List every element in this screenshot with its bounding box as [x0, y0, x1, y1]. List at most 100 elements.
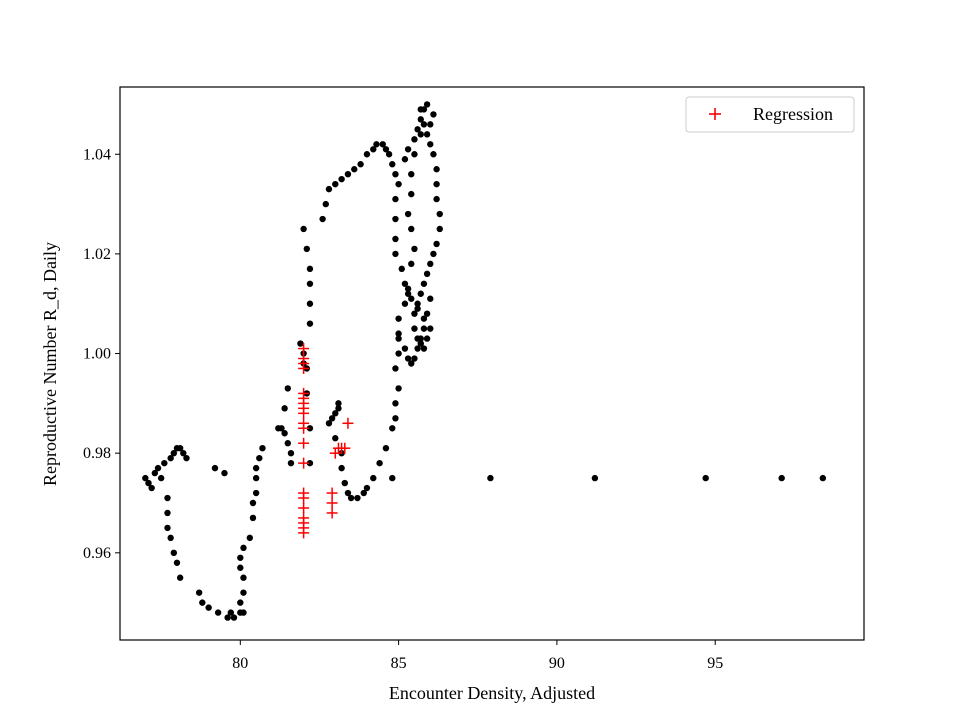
data-point: [411, 245, 418, 253]
data-point: [328, 415, 336, 422]
data-point: [161, 459, 168, 467]
data-point: [173, 559, 181, 566]
data-point: [392, 415, 399, 422]
data-point: [252, 464, 260, 472]
data-point: [151, 469, 159, 477]
data-point: [427, 325, 434, 332]
data-point: [176, 574, 184, 581]
y-axis: 0.96 0.98 1.00 1.02 1.04: [83, 146, 120, 562]
data-point: [332, 180, 339, 188]
data-point: [306, 425, 314, 432]
data-point: [404, 290, 412, 297]
data-point: [430, 151, 437, 158]
y-tick-label: 1.02: [83, 246, 111, 263]
data-point: [322, 200, 329, 208]
data-point: [167, 454, 174, 462]
y-tick-label: 1.00: [83, 346, 111, 363]
data-point: [702, 474, 709, 482]
data-point: [199, 599, 206, 606]
data-point: [408, 360, 415, 367]
data-point: [376, 459, 383, 467]
data-point: [252, 474, 260, 482]
data-point: [404, 355, 412, 362]
data-point: [404, 210, 412, 218]
data-point: [408, 260, 415, 268]
data-point: [148, 484, 155, 492]
x-tick-label: 80: [232, 655, 248, 672]
data-point: [214, 609, 222, 616]
data-point: [420, 345, 428, 352]
data-point: [408, 295, 415, 302]
data-point: [411, 310, 418, 317]
data-point: [420, 325, 428, 332]
data-point: [259, 444, 266, 452]
data-point: [306, 280, 314, 287]
data-point: [395, 385, 402, 392]
regression-point: [326, 507, 338, 519]
data-point: [306, 265, 314, 273]
regression-point: [339, 442, 351, 454]
data-point: [392, 400, 399, 407]
data-point: [338, 175, 345, 183]
data-point: [167, 534, 174, 542]
data-point: [401, 345, 409, 352]
data-point: [487, 474, 494, 482]
data-point: [819, 474, 827, 482]
data-point: [420, 315, 428, 322]
data-point: [306, 459, 314, 467]
regression-point: [298, 437, 310, 449]
data-point: [385, 151, 393, 158]
data-point: [256, 454, 263, 462]
data-point: [382, 146, 390, 153]
data-point: [414, 126, 421, 133]
data-point: [417, 106, 424, 113]
data-point: [278, 425, 285, 432]
data-point: [401, 300, 409, 307]
data-point: [211, 464, 219, 472]
data-point: [347, 494, 355, 502]
data-point: [436, 210, 443, 218]
data-point: [778, 474, 785, 482]
data-point: [363, 484, 371, 492]
data-point: [341, 479, 348, 487]
data-point: [408, 170, 415, 178]
data-point: [395, 350, 402, 357]
data-point: [360, 489, 367, 497]
regression-point: [298, 362, 310, 374]
data-point: [297, 340, 304, 347]
data-point: [157, 474, 165, 482]
data-point: [423, 310, 431, 317]
data-point: [195, 589, 203, 596]
data-point: [417, 340, 424, 347]
data-point: [332, 435, 339, 442]
data-point: [344, 170, 352, 178]
x-axis: 80 85 90 95: [232, 640, 723, 672]
data-point: [176, 444, 184, 452]
regression-point: [298, 527, 310, 539]
data-point: [370, 474, 377, 482]
data-point: [392, 170, 399, 178]
regression-point: [298, 502, 310, 514]
data-point: [433, 180, 440, 188]
data-point: [427, 121, 434, 128]
data-point: [430, 111, 437, 118]
x-tick-label: 90: [549, 655, 565, 672]
data-point: [430, 250, 437, 258]
data-point: [370, 146, 377, 153]
data-point: [237, 554, 244, 561]
data-point: [303, 245, 310, 253]
data-point: [344, 489, 352, 497]
data-point: [145, 479, 152, 487]
regression-point: [298, 343, 310, 355]
data-point: [382, 444, 390, 452]
data-point: [373, 141, 380, 148]
data-point: [164, 509, 171, 517]
data-point: [240, 589, 247, 596]
data-point: [230, 614, 238, 621]
data-point: [411, 151, 418, 158]
data-point: [404, 285, 412, 292]
data-point: [142, 474, 149, 482]
data-point: [395, 315, 402, 322]
x-tick-label: 95: [707, 655, 723, 672]
data-point: [237, 599, 244, 606]
